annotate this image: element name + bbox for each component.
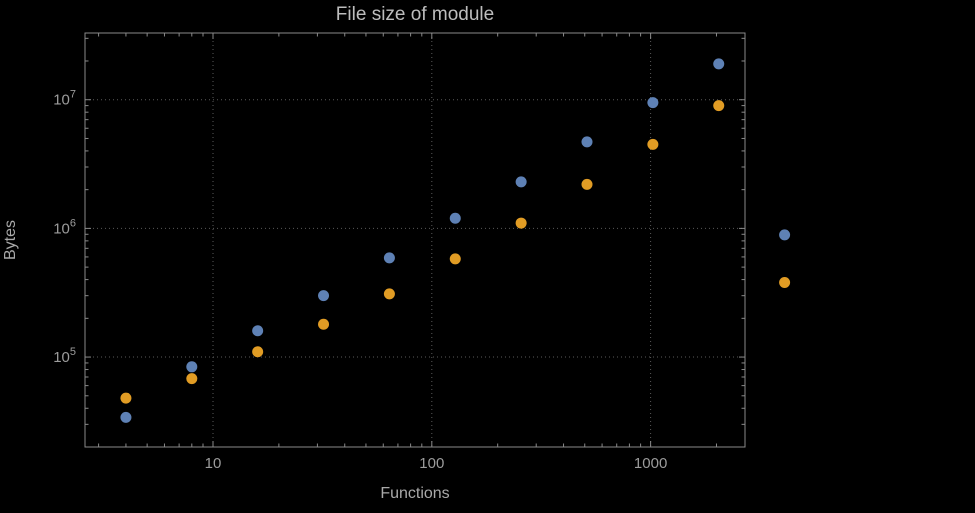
plot-frame [84, 32, 746, 448]
x-axis-label: Functions [380, 485, 450, 502]
data-point-series-2-orange [252, 346, 264, 358]
x-tick-label: 1000 [634, 455, 667, 472]
x-tick-label: 100 [419, 455, 444, 472]
data-point-series-1-blue [449, 212, 461, 224]
data-point-series-2-orange [581, 178, 593, 190]
data-point-series-1-blue [383, 252, 395, 264]
data-point-series-1-blue [713, 58, 725, 70]
data-point-series-2-orange [186, 373, 198, 385]
data-point-series-1-blue [252, 325, 264, 337]
data-point-series-1-blue [318, 290, 330, 302]
y-tick-label: 106 [53, 217, 76, 237]
x-tick-label: 10 [205, 455, 222, 472]
chart-title: File size of module [335, 4, 495, 25]
data-point-series-2-orange [515, 217, 527, 229]
data-point-series-2-orange [383, 288, 395, 300]
data-point-series-1-blue [515, 176, 527, 188]
data-point-series-2-orange [647, 138, 659, 150]
y-tick-label: 107 [53, 89, 76, 109]
data-point-series-2-orange [449, 253, 461, 265]
y-tick-label: 105 [53, 346, 76, 366]
y-axis-label: Bytes [2, 219, 19, 261]
data-point-series-2-orange [713, 100, 725, 112]
data-point-series-2-orange [120, 392, 132, 404]
data-point-series-1-blue [647, 97, 659, 109]
data-point-series-2-orange [318, 318, 330, 330]
data-point-series-1-blue [581, 136, 593, 148]
data-point-series-1-blue [120, 411, 132, 423]
data-point-series-1-blue [779, 229, 791, 241]
data-point-series-1-blue [186, 361, 198, 373]
data-point-series-2-orange [779, 276, 791, 288]
